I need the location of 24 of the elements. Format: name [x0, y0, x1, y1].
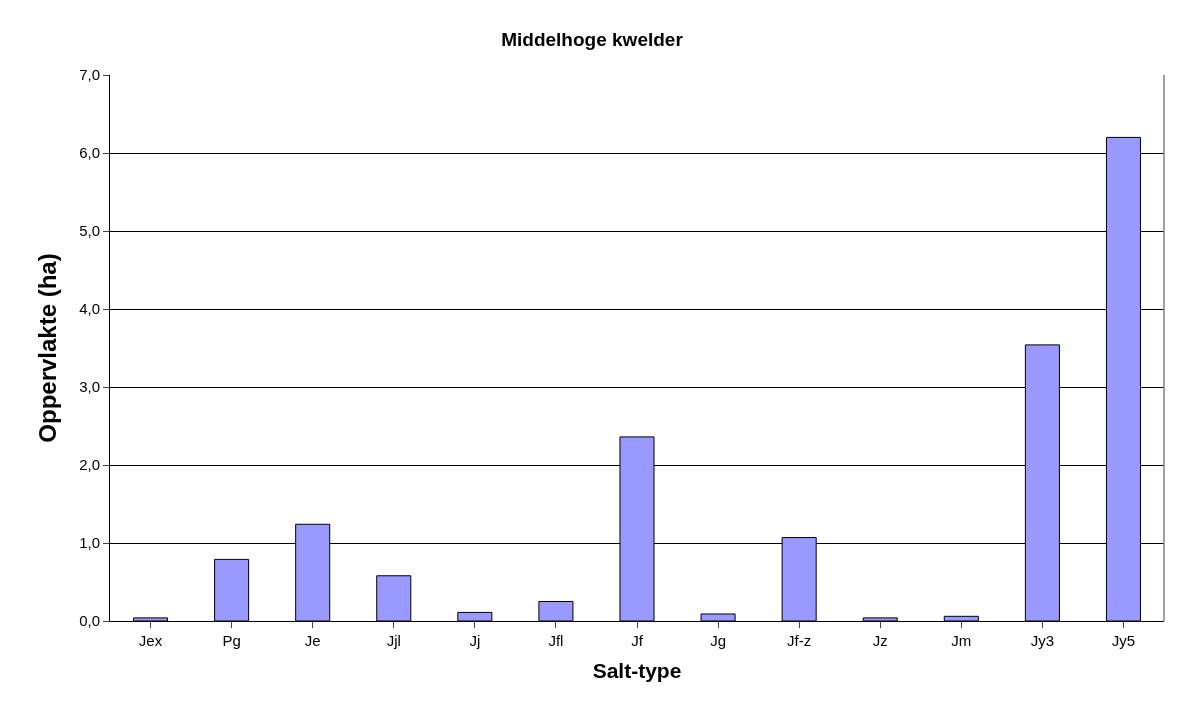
y-tick-label: 7,0 — [79, 66, 100, 84]
x-tick-label: Jy5 — [1111, 632, 1136, 649]
y-tick-label: 6,0 — [79, 144, 100, 162]
x-axis-title: Salt-type — [592, 659, 682, 683]
y-tick-label: 2,0 — [79, 456, 100, 474]
x-tick-label: Jfl — [548, 632, 564, 649]
x-tick-label: Jm — [951, 632, 972, 649]
x-tick-label: Jg — [710, 632, 726, 649]
y-axis-title: Oppervlakte (ha) — [34, 253, 62, 443]
y-tick-label: 5,0 — [79, 222, 100, 240]
chart-title: Middelhoge kwelder — [501, 28, 684, 50]
x-tick-label: Jf-z — [787, 632, 812, 649]
y-tick-label: 4,0 — [79, 300, 100, 318]
x-tick-label: Je — [304, 632, 321, 649]
x-tick-label: Jf — [631, 632, 644, 649]
x-tick-label: Jy3 — [1030, 632, 1055, 649]
x-tick-label: Jj — [469, 632, 481, 649]
y-tick-label: 0,0 — [79, 612, 100, 630]
x-tick-label: Pg — [222, 632, 241, 649]
x-tick-label: Jjl — [386, 632, 401, 649]
y-tick-label: 1,0 — [79, 534, 100, 552]
y-tick-label: 3,0 — [79, 378, 100, 396]
x-tick-label: Jz — [872, 632, 888, 649]
x-tick-label: Jex — [138, 632, 163, 649]
